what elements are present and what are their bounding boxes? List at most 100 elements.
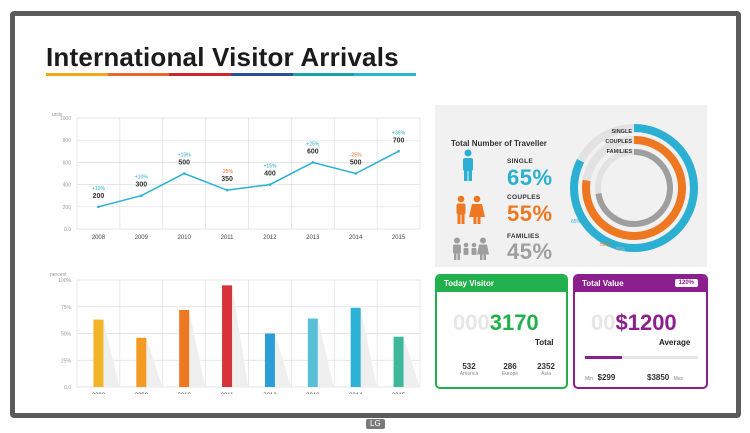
data-label: 400 [264, 171, 276, 178]
ring-arc [595, 149, 673, 227]
ring-percent-label: 55% [600, 242, 611, 248]
visitor-count: 3170 [489, 310, 539, 335]
ring-label: COUPLES [605, 139, 632, 145]
stat-label: America [459, 371, 479, 377]
x-tick-label: 2012 [263, 235, 277, 239]
bar [307, 318, 318, 387]
data-label: 600 [307, 148, 319, 155]
bar [222, 285, 233, 387]
y-tick-label: 75% [61, 305, 72, 311]
x-tick-label: 2013 [306, 235, 320, 239]
data-label: 350 [221, 176, 233, 183]
change-label: -25% [350, 153, 362, 159]
x-tick-label: 2014 [349, 235, 363, 239]
ghost-digits: 000 [453, 310, 490, 335]
total-value-amount: 00$1200 [591, 310, 677, 336]
bar [93, 319, 104, 387]
families-label: FAMILIES [507, 233, 540, 240]
data-label: 300 [135, 182, 147, 189]
x-tick-label: 2012 [263, 393, 277, 394]
min-value-row: Min $299 [585, 367, 615, 385]
change-label: +15% [263, 164, 276, 170]
stat-europe: 286 Europe [492, 362, 528, 377]
bar-shadow [232, 285, 249, 387]
total-value-card: Total Value 120% 00$1200 Average Min $29… [573, 274, 708, 389]
today-visitor-caption: Total [535, 338, 554, 347]
data-label: 500 [178, 160, 190, 167]
color-stripe [231, 73, 293, 76]
ring-label: SINGLE [612, 129, 633, 135]
x-tick-label: 2008 [92, 393, 106, 394]
x-tick-label: 2008 [92, 235, 106, 239]
y-tick-label: 0.0 [64, 227, 71, 233]
bar-shadow [317, 318, 334, 387]
color-stripe [292, 73, 355, 76]
arrivals-line-chart: units10008006004002000.0+10%200+10%300+1… [52, 112, 421, 239]
bar-shadow [403, 336, 420, 387]
data-label: 500 [350, 160, 362, 167]
x-tick-label: 2015 [392, 393, 406, 394]
ring-arc [582, 136, 686, 240]
y-tick-label: 200 [63, 205, 72, 211]
y-axis-unit: percent [50, 272, 67, 278]
bar [264, 333, 275, 387]
bar-shadow [103, 319, 120, 387]
single-person-icon [463, 149, 473, 181]
change-label: -25% [221, 169, 233, 175]
single-label: SINGLE [507, 158, 533, 165]
y-tick-label: 400 [63, 183, 72, 189]
color-stripe [169, 73, 232, 76]
y-tick-label: 25% [61, 358, 72, 364]
stat-america: 532 America [451, 362, 487, 377]
data-point [268, 183, 272, 186]
average-value: $1200 [615, 310, 677, 335]
data-point [354, 172, 357, 175]
growth-badge: 120% [674, 279, 698, 287]
data-point [311, 161, 315, 164]
ghost-digits: 00 [591, 310, 616, 335]
y-tick-label: 0.0 [64, 385, 71, 391]
y-axis-unit: units [52, 112, 63, 118]
x-tick-label: 2014 [349, 393, 363, 394]
stat-label: Europe [501, 371, 519, 377]
x-tick-label: 2013 [306, 393, 320, 394]
stat-value: 2352 [537, 362, 555, 371]
x-tick-label: 2015 [392, 235, 406, 239]
dashboard-screen: International Visitor Arrivals units 1000… [15, 16, 736, 413]
min-label: Min [585, 376, 594, 382]
couples-percent: 55% [507, 201, 553, 226]
x-tick-label: 2011 [221, 235, 235, 239]
stat-value: 286 [503, 362, 517, 371]
arrivals-series-line [98, 150, 399, 208]
today-visitor-value: 0003170 [453, 310, 539, 336]
bar [179, 309, 190, 387]
data-point [397, 150, 400, 153]
ring-percent-label: 45% [615, 247, 626, 253]
bar-shadow [360, 307, 377, 387]
value-range-fill [585, 356, 623, 359]
brand-logo: LG [366, 419, 385, 429]
value-range-track [585, 356, 698, 359]
x-tick-label: 2009 [135, 393, 149, 394]
x-tick-label: 2010 [178, 235, 192, 239]
change-label: +35% [392, 130, 405, 136]
y-tick-label: 600 [63, 160, 72, 166]
data-point [182, 172, 186, 175]
change-label: +25% [306, 141, 319, 147]
x-tick-label: 2010 [178, 393, 192, 394]
total-value-caption: Average [659, 338, 691, 347]
change-label: +15% [178, 153, 191, 159]
y-tick-label: 800 [63, 138, 72, 144]
data-point [140, 194, 143, 197]
title-color-bar [46, 73, 417, 76]
bar [136, 337, 147, 387]
y-tick-label: 1000 [60, 116, 71, 122]
today-visitor-card: Today Visitor 0003170 Total 532 America … [435, 274, 568, 389]
bar [393, 336, 404, 387]
bar-shadow [274, 333, 291, 387]
min-value: $299 [597, 373, 616, 382]
page-title: International Visitor Arrivals [46, 42, 399, 72]
stat-value: 532 [462, 362, 476, 371]
traveller-panel: Total Number of Traveller SINGLE 65% COU… [435, 105, 707, 267]
